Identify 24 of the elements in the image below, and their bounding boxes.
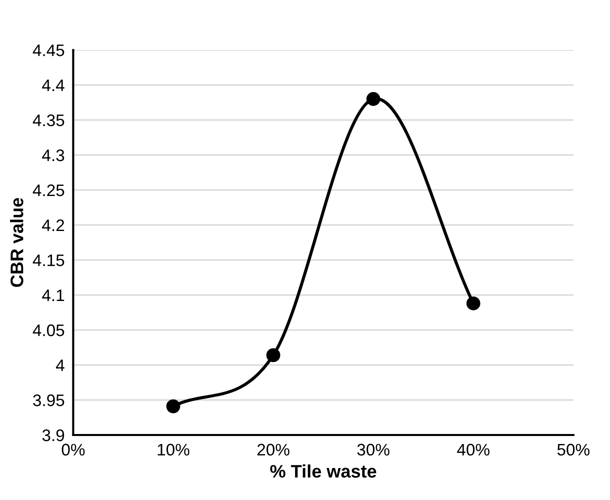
x-tick-label: 20% [257, 444, 290, 456]
y-tick-label: 4.35 [32, 114, 64, 126]
point [166, 399, 180, 414]
y-tick-label: 4.05 [32, 324, 64, 336]
x-axis-title: % Tile waste [270, 464, 376, 478]
y-tick-label: 4.2 [42, 219, 64, 232]
point [466, 296, 480, 310]
y-axis-title: CBR value [10, 198, 24, 287]
x-tick-label: 0% [62, 444, 85, 456]
y-tick-label: 3.9 [42, 429, 64, 442]
y-tick-label: 4.4 [42, 80, 64, 92]
y-tick-label: 4.45 [32, 44, 64, 56]
y-tick-label: 4.3 [42, 149, 64, 162]
x-tick-label: 40% [457, 444, 490, 456]
point [366, 92, 380, 106]
y-tick-label: 3.95 [33, 394, 64, 406]
x-tick-label: 30% [357, 444, 390, 456]
y-tick-label: 4 [56, 360, 64, 372]
point [266, 348, 280, 362]
y-tick-label: 4.25 [32, 184, 64, 196]
y-tick-label: 4.15 [32, 254, 64, 266]
x-tick-label: 10% [158, 444, 190, 456]
x-tick-label: 50% [557, 444, 590, 456]
y-tick-label: 4.1 [42, 290, 64, 302]
